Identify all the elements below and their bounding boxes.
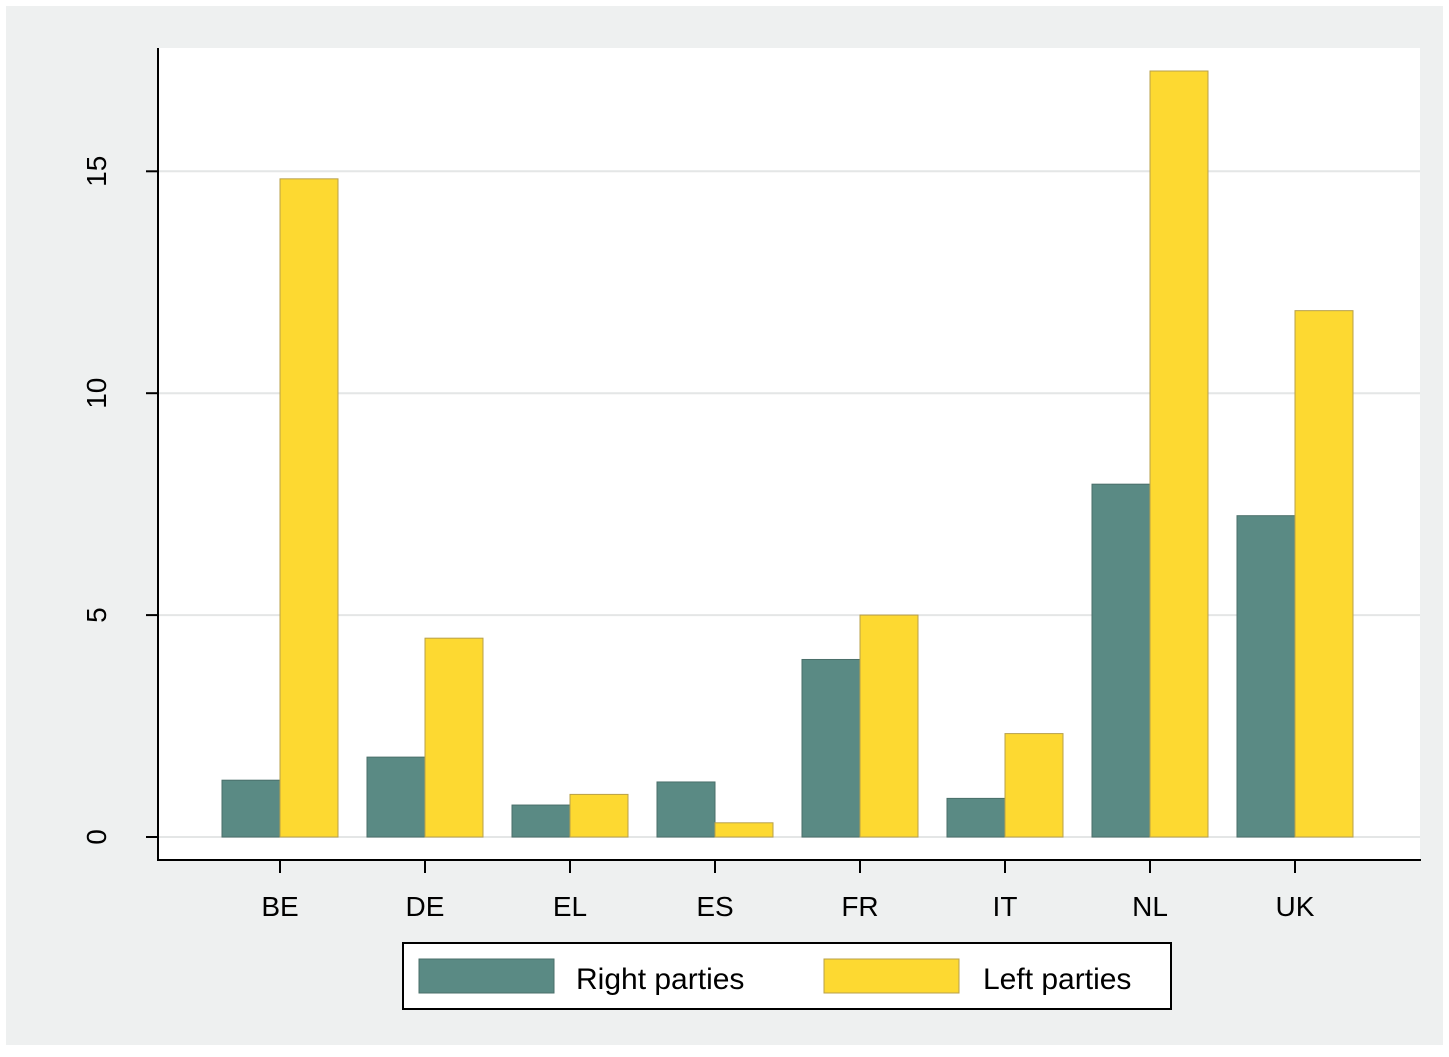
x-tick-label-el: EL	[553, 891, 587, 922]
y-ticks: 0 5 10 15	[81, 156, 158, 845]
gridlines	[158, 170, 1420, 838]
plot-area	[158, 48, 1420, 860]
x-tick-label-de: DE	[406, 891, 445, 922]
bars	[221, 70, 1354, 838]
x-ticks: BE DE EL ES FR IT NL UK	[261, 861, 1315, 922]
y-tick-label-5: 5	[81, 607, 112, 623]
x-tick-label-fr: FR	[841, 891, 878, 922]
x-tick-label-uk: UK	[1276, 891, 1315, 922]
bar-it-left-parties	[1004, 733, 1064, 838]
bar-it-right-parties	[946, 797, 1006, 838]
bar-el-left-parties	[569, 793, 629, 838]
bar-be-right-parties	[221, 779, 281, 838]
x-tick-label-it: IT	[993, 891, 1018, 922]
x-tick-label-es: ES	[696, 891, 733, 922]
legend-label-right-parties: Right parties	[576, 963, 744, 996]
y-tick-label-10: 10	[81, 378, 112, 409]
x-tick-label-nl: NL	[1132, 891, 1168, 922]
bar-nl-left-parties	[1149, 70, 1209, 838]
bar-es-right-parties	[656, 781, 716, 838]
legend-label-left-parties: Left parties	[983, 963, 1131, 996]
bar-de-left-parties	[424, 637, 484, 838]
bar-chart: 0 5 10 15 BE DE EL ES FR IT NL UK Right parties Le…	[81, 48, 1421, 1010]
legend-swatch-left-parties	[823, 958, 960, 994]
bar-el-right-parties	[511, 804, 571, 838]
legend-swatch-right-parties	[418, 958, 555, 994]
legend: Right parties Left parties	[402, 942, 1172, 1010]
y-tick-label-0: 0	[81, 829, 112, 845]
bar-uk-right-parties	[1236, 515, 1296, 838]
bar-nl-right-parties	[1091, 483, 1151, 838]
x-tick-label-be: BE	[261, 891, 298, 922]
bar-fr-left-parties	[859, 614, 919, 838]
chart-background: 0 5 10 15 BE DE EL ES FR IT NL UK Right parties Le…	[6, 6, 1443, 1045]
bar-de-right-parties	[366, 756, 426, 838]
bar-uk-left-parties	[1294, 310, 1354, 838]
y-tick-label-15: 15	[81, 156, 112, 187]
bar-be-left-parties	[279, 178, 339, 838]
bar-es-left-parties	[714, 822, 774, 838]
bar-fr-right-parties	[801, 658, 861, 838]
